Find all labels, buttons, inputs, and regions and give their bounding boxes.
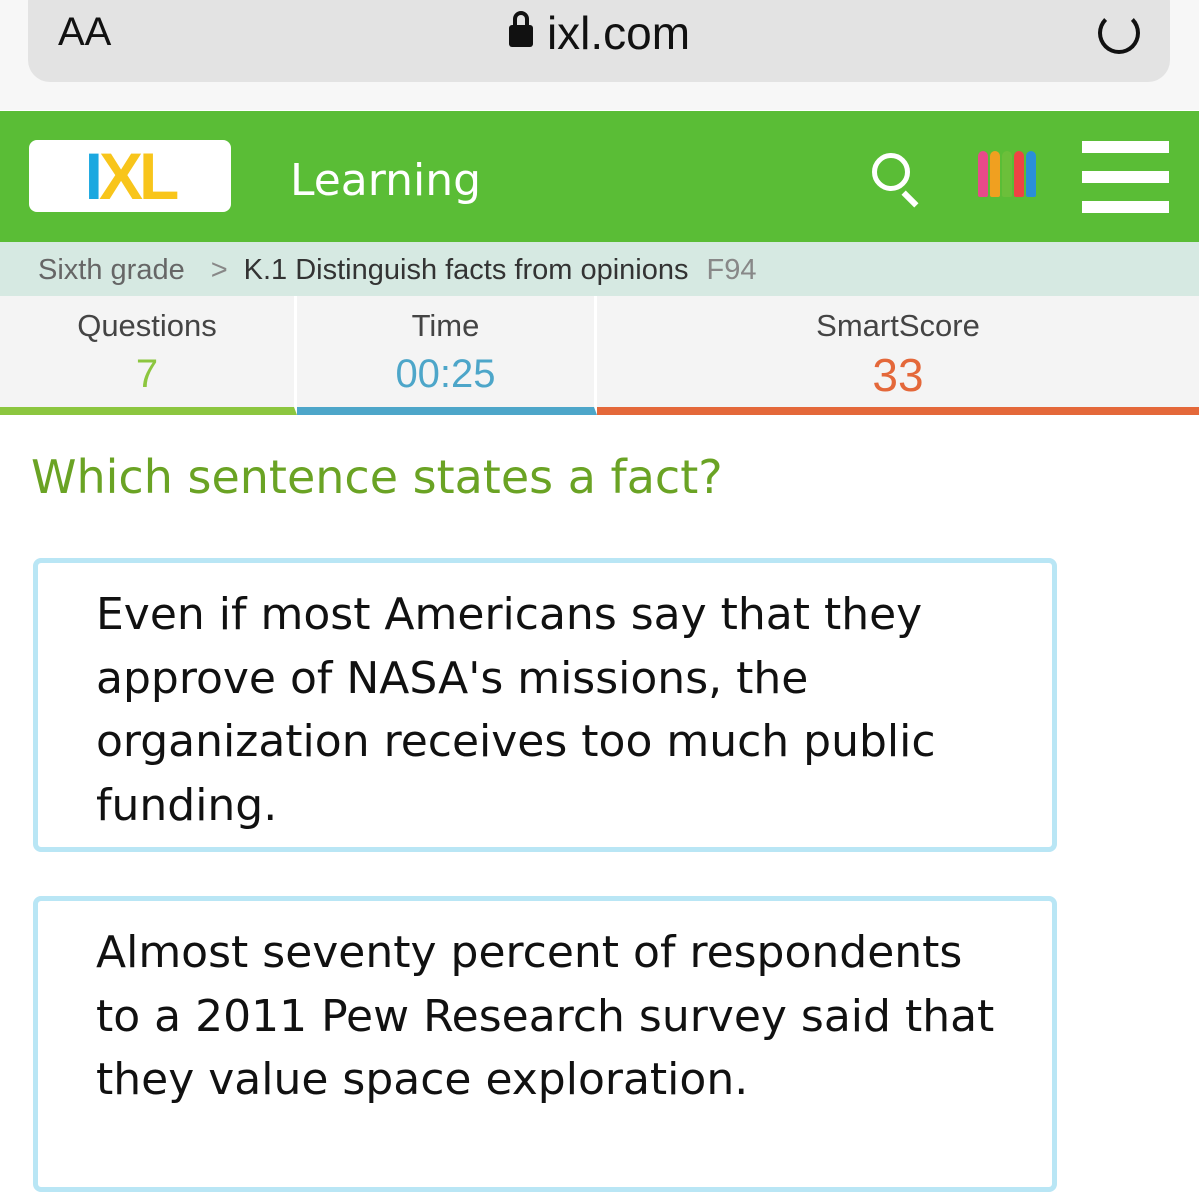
skill-code: F94 (706, 254, 757, 286)
address-bar[interactable] (28, 0, 1170, 82)
search-icon[interactable] (872, 153, 910, 191)
stat-value: 00:25 (395, 352, 496, 396)
lock-icon (508, 11, 533, 47)
url-display[interactable]: ixl.com (0, 6, 1199, 60)
breadcrumb: Sixth grade > K.1 Distinguish facts from o… (0, 242, 1199, 296)
breadcrumb-grade[interactable]: Sixth grade (38, 254, 185, 286)
stats-bar: Questions 7 Time 00:25 SmartScore 33 (0, 296, 1199, 415)
stat-label: Time (411, 308, 480, 343)
answer-choice-1[interactable]: Even if most Americans say that they app… (33, 558, 1057, 852)
ixl-logo[interactable]: IXL (29, 140, 231, 212)
answer-choice-2[interactable]: Almost seventy percent of respondents to… (33, 896, 1057, 1192)
stat-time: Time 00:25 (297, 296, 597, 415)
stat-label: SmartScore (816, 308, 980, 343)
reload-icon[interactable] (1098, 12, 1140, 54)
crayons-icon[interactable] (978, 151, 1036, 197)
text-size-button[interactable]: AA (58, 10, 112, 54)
chevron-right-icon: > (210, 254, 228, 286)
url-text: ixl.com (546, 7, 691, 59)
stat-smartscore: SmartScore 33 (597, 296, 1199, 415)
question-prompt: Which sentence states a fact? (31, 450, 723, 504)
stat-value: 7 (135, 352, 159, 396)
stat-questions: Questions 7 (0, 296, 297, 415)
menu-icon[interactable] (1082, 141, 1169, 231)
stat-label: Questions (77, 308, 217, 343)
section-title[interactable]: Learning (290, 155, 482, 206)
stat-value: 33 (872, 349, 924, 401)
site-header: IXL Learning (0, 111, 1199, 242)
browser-bar: AA ixl.com (0, 0, 1199, 110)
breadcrumb-skill: K.1 Distinguish facts from opinions (243, 254, 689, 286)
